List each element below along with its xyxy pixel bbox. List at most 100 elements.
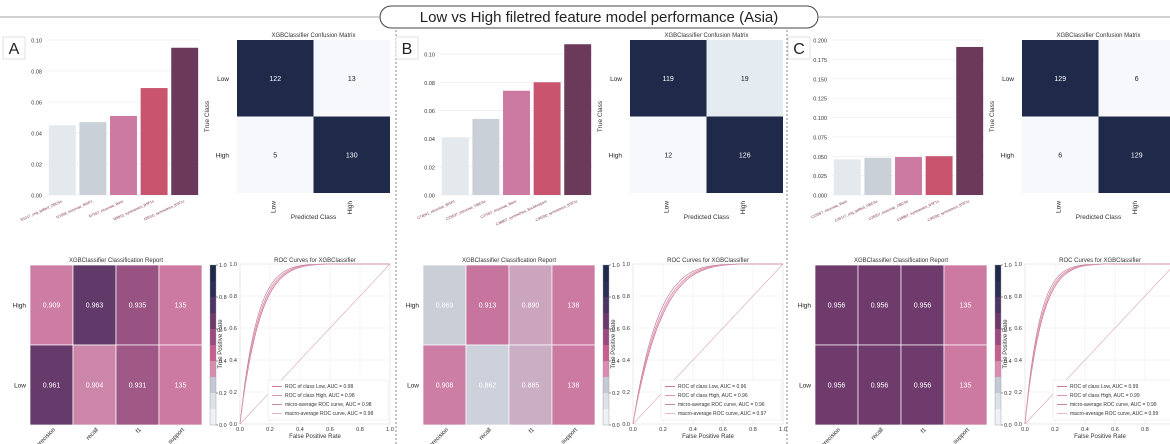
- confusion-cell: [706, 116, 783, 193]
- colorbar-segment: [210, 281, 216, 298]
- colorbar-segment: [995, 313, 1001, 330]
- roc-xtick: 0.0: [629, 427, 637, 433]
- confusion-cell: [1022, 40, 1099, 117]
- report-col-label: precision: [429, 427, 450, 444]
- classification-report: XGBClassifier Classification Report 0.956…: [798, 258, 1012, 444]
- report-value: 0.963: [86, 303, 104, 310]
- colorbar-segment: [603, 281, 609, 298]
- report-value: 0.956: [871, 303, 889, 310]
- roc-ytick: 0.8: [229, 294, 237, 300]
- roc-xtick: 0.6: [719, 427, 727, 433]
- colorbar-segment: [995, 361, 1001, 378]
- importance-bar: [171, 47, 199, 195]
- roc-ytick: 0.2: [1014, 390, 1022, 396]
- report-value: 0.862: [479, 383, 497, 390]
- report-row-label: Low: [799, 383, 811, 390]
- roc-diagonal: [1024, 268, 1170, 425]
- roc-title: ROC Curves for XGBClassifier: [1059, 258, 1141, 264]
- roc-xtick: 1.0: [386, 427, 394, 433]
- colorbar-segment: [603, 313, 609, 330]
- colorbar-segment: [603, 265, 609, 282]
- roc-ytick: 0.4: [622, 358, 630, 364]
- report-col-label: recall: [86, 427, 100, 441]
- roc-legend-entry: macro-average ROC curve, AUC = 0.98: [285, 411, 373, 417]
- confusion-xlabel-tick: High: [1132, 201, 1139, 215]
- importance-ytick: 0.00: [31, 194, 42, 200]
- report-value: 135: [960, 383, 972, 390]
- roc-legend-box: [267, 379, 389, 421]
- panel-letter-box: [2, 36, 26, 60]
- roc-legend-entry: ROC of class Low, AUC = 0.99: [1070, 384, 1138, 390]
- report-title: XGBClassifier Classification Report: [69, 258, 163, 264]
- roc-ytick: 0.8: [1014, 294, 1022, 300]
- roc-xtick: 0.0: [236, 427, 244, 433]
- confusion-value: 6: [1058, 152, 1062, 159]
- report-cell: [900, 264, 945, 346]
- colorbar-tick-label: 0.4: [1004, 359, 1012, 365]
- roc-legend-entry: macro-average ROC curve, AUC = 0.97: [678, 411, 766, 417]
- panel-letter-box: [395, 36, 419, 60]
- report-title: XGBClassifier Classification Report: [462, 258, 556, 264]
- importance-ytick: 0.100: [813, 116, 827, 122]
- roc-legend-entry: ROC of class High, AUC = 0.98: [285, 393, 355, 399]
- roc-ylabel: True Positive Rate: [218, 319, 224, 369]
- confusion-cell: [313, 116, 390, 193]
- report-col-label: f1: [528, 427, 536, 435]
- importance-bar: [564, 44, 592, 196]
- roc-legend-box: [1052, 379, 1170, 421]
- importance-ytick: 0.08: [31, 70, 42, 76]
- confusion-value: 19: [741, 76, 749, 83]
- importance-ytick: 0.10: [31, 39, 42, 45]
- importance-bar: [441, 137, 469, 195]
- confusion-matrix: XGBClassifier Confusion Matrix 122 13 5 130 L…: [204, 33, 390, 221]
- report-cell: [422, 344, 467, 426]
- report-cell: [551, 264, 596, 346]
- importance-bar: [895, 157, 922, 195]
- confusion-ylabel-tick: High: [1001, 152, 1015, 159]
- roc-xtick: 0.6: [326, 427, 334, 433]
- report-cell: [900, 344, 945, 426]
- colorbar-tick-label: 1.0: [219, 263, 227, 269]
- roc-xlabel: False Positive Rate: [682, 434, 734, 440]
- panel-b: B0.000.020.040.060.080.10C74041_mizeniae…: [395, 33, 787, 444]
- colorbar-segment: [210, 393, 216, 410]
- confusion-value: 5: [273, 152, 277, 159]
- roc-ytick: 0.2: [229, 390, 237, 396]
- confusion-title: XGBClassifier Confusion Matrix: [664, 33, 748, 39]
- confusion-cell: [630, 40, 707, 117]
- panel-letter-box: [787, 36, 811, 60]
- colorbar-segment: [210, 265, 216, 282]
- importance-bar: [472, 118, 500, 195]
- roc-chart: ROC Curves for XGBClassifier0.00.00.20.2…: [611, 258, 787, 440]
- colorbar-tick-label: 0.6: [1004, 327, 1012, 333]
- importance-ytick: 0.200: [813, 39, 827, 45]
- report-value: 138: [568, 303, 580, 310]
- report-row-label: High: [406, 303, 420, 310]
- colorbar-segment: [995, 265, 1001, 282]
- importance-ytick: 0.000: [813, 194, 827, 200]
- importance-ytick: 0.075: [813, 135, 827, 141]
- roc-title: ROC Curves for XGBClassifier: [274, 258, 356, 264]
- report-col-label: precision: [821, 427, 842, 444]
- colorbar-tick-label: 0.0: [612, 423, 620, 429]
- importance-chart: 0.000 0.025 0.050 0.075 0.100 0.125 0.150 0.175…: [811, 39, 985, 223]
- roc-xtick: 0.2: [266, 427, 274, 433]
- roc-legend-box: [660, 379, 782, 421]
- report-col-label: recall: [871, 427, 885, 441]
- roc-ytick: 0.6: [229, 326, 237, 332]
- confusion-cell: [313, 40, 390, 117]
- confusion-value: 129: [1131, 152, 1143, 159]
- report-row-label: Low: [14, 383, 26, 390]
- report-cell: [29, 264, 74, 346]
- report-value: 138: [568, 383, 580, 390]
- confusion-ylabel-tick: High: [216, 152, 230, 159]
- confusion-cell: [237, 116, 314, 193]
- colorbar-segment: [210, 313, 216, 330]
- roc-xtick: 0.8: [356, 427, 364, 433]
- importance-ytick: 0.175: [813, 58, 827, 64]
- panel-letter: B: [402, 41, 413, 58]
- roc-ytick: 1.0: [622, 262, 630, 268]
- roc-xtick: 0.0: [1021, 427, 1029, 433]
- colorbar-tick-label: 0.2: [1004, 391, 1012, 397]
